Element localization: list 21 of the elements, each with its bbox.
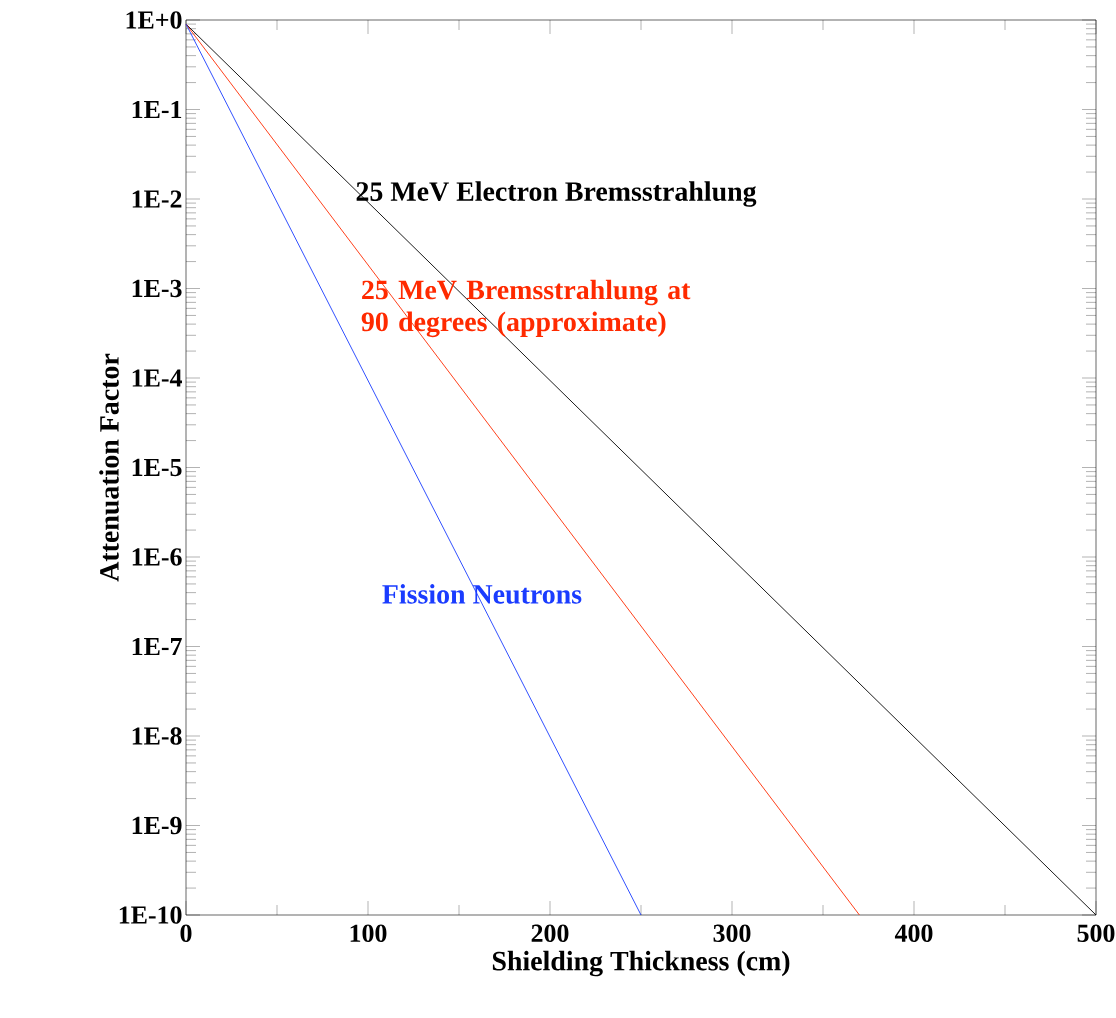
y-tick-label: 1E-4 [132,369,182,387]
y-tick-label: 1E-6 [132,548,182,566]
y-axis-title: Attenuation Factor [99,353,119,582]
y-tick-label: 1E-7 [132,637,182,656]
x-axis-title: Shielding Thickness (cm) [492,950,790,977]
y-tick-label: 1E-9 [132,816,182,835]
y-tick-label: 1E-2 [132,190,182,208]
x-tick-label: 300 [713,924,751,943]
y-tick-label: 1E-1 [132,100,182,119]
series-label: 25 MeV Electron Bremsstrahlung [356,181,757,207]
x-tick-label: 400 [894,924,933,943]
x-tick-label: 500 [1077,924,1115,943]
x-tick-label: 0 [180,924,192,943]
x-tick-label: 100 [350,924,387,943]
y-tick-label: 1E-3 [132,279,182,298]
y-tick-label: 1E-5 [132,458,182,477]
series-label: 25 MeV Bremsstrahlung at 90 degrees (approximate) [361,279,691,338]
y-tick-label: 1E-8 [132,727,182,745]
y-tick-label: 1E+0 [126,11,182,29]
x-tick-label: 200 [531,924,569,943]
y-tick-label: 1E-10 [119,906,182,924]
